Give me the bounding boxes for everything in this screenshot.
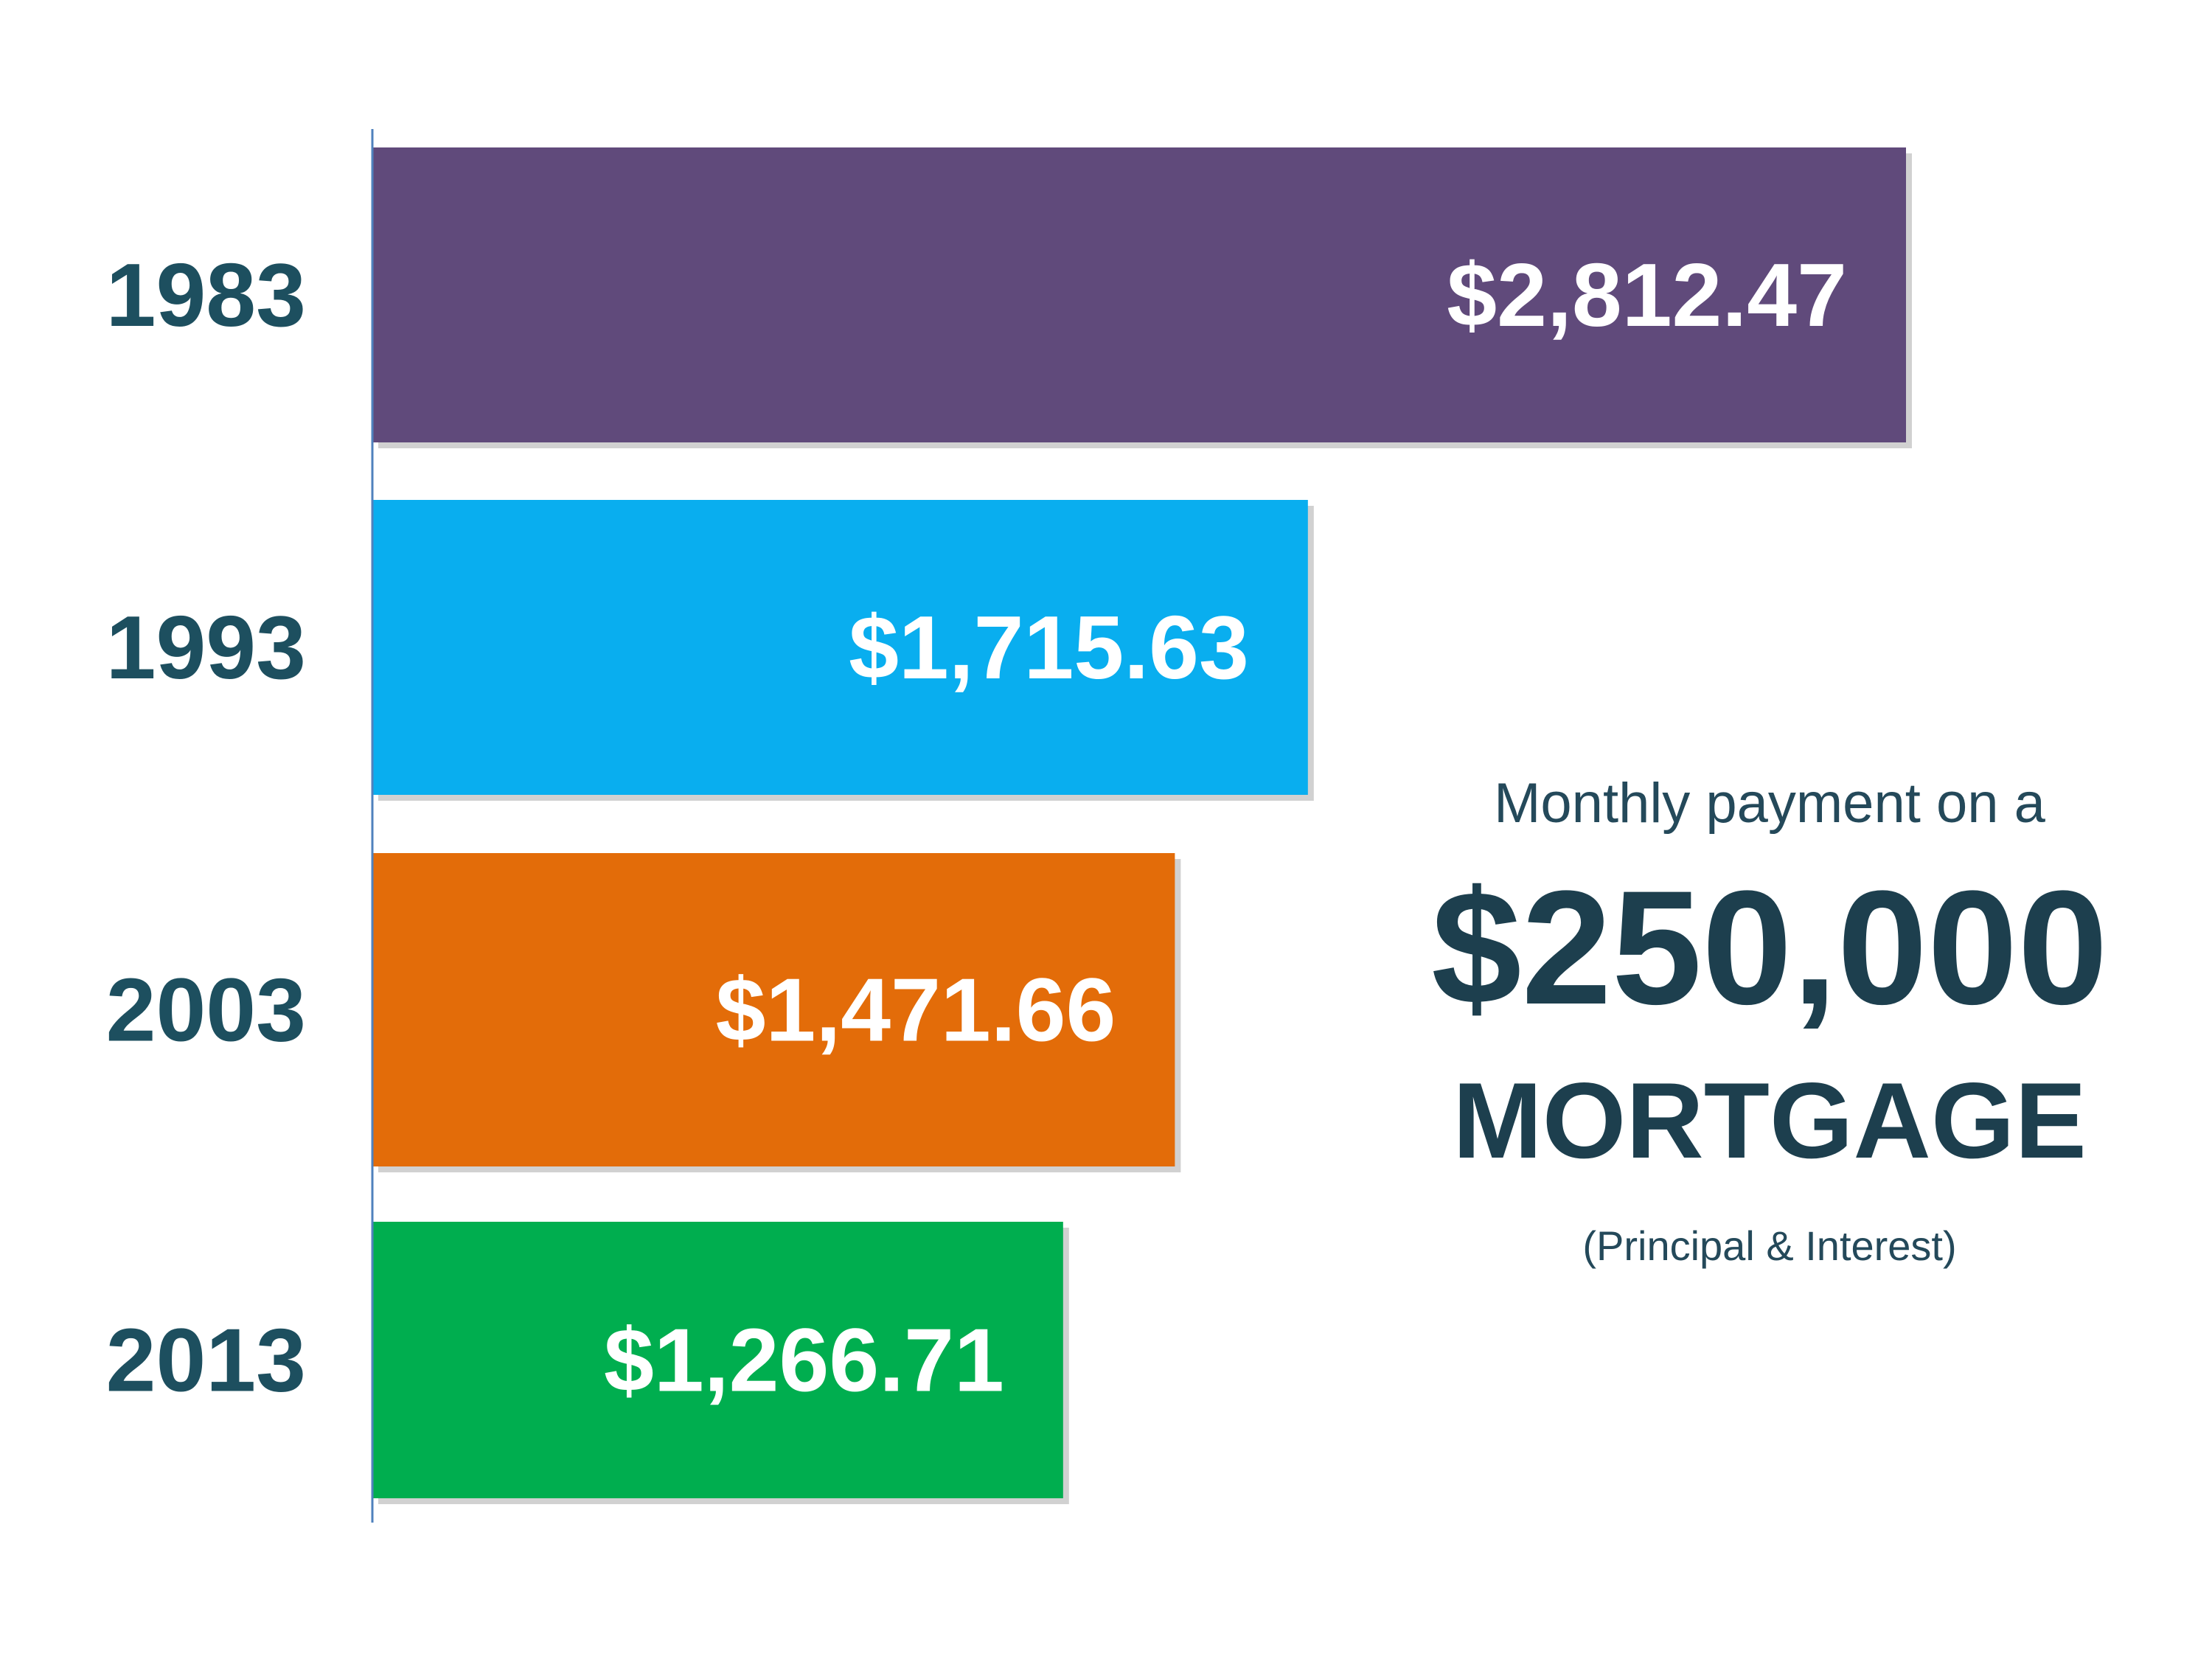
category-label-2013: 2013: [106, 1310, 306, 1411]
bar-2003: [372, 853, 1175, 1166]
bar-2013: [372, 1222, 1063, 1498]
bars-layer: [372, 147, 1912, 1504]
caption-amount: $250,000: [1431, 857, 2108, 1038]
value-label-2013: $1,266.71: [604, 1310, 1004, 1411]
category-label-1983: 1983: [106, 245, 306, 345]
value-label-1983: $2,812.47: [1447, 245, 1847, 345]
labels-layer: 1983 $2,812.47 1993 $1,715.63 2003 $1,471.66 2…: [106, 245, 1847, 1411]
category-label-2003: 2003: [106, 960, 306, 1060]
bar-1983: [372, 147, 1906, 442]
caption-note: (Principal & Interest): [1582, 1222, 1957, 1269]
caption-mortgage: MORTGAGE: [1453, 1060, 2087, 1180]
category-label-1993: 1993: [106, 597, 306, 698]
caption-intro: Monthly payment on a: [1494, 772, 2045, 835]
bar-1993: [372, 500, 1308, 795]
value-label-1993: $1,715.63: [849, 597, 1249, 698]
value-label-2003: $1,471.66: [716, 960, 1116, 1060]
